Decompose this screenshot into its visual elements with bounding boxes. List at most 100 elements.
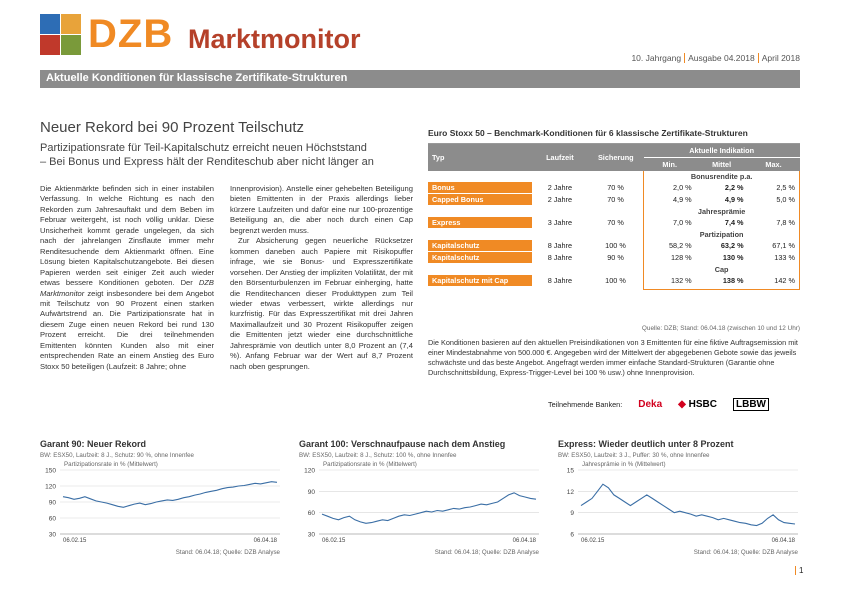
- paragraph: Innenprovision). Anstelle einer gehebelt…: [230, 184, 413, 235]
- cell: 142 %: [747, 275, 800, 287]
- text-column: Die Aktienmärkte befinden sich in einer …: [40, 184, 214, 372]
- text-italic: DZB Marktmonitor: [40, 278, 214, 298]
- chart-title: Garant 100: Verschnaufpause nach dem Ans…: [299, 439, 505, 449]
- section-row: Jahresprämie: [428, 205, 800, 218]
- cell: 70 %: [607, 195, 624, 204]
- cell: 2,0 %: [643, 182, 696, 194]
- cell: 138 %: [722, 276, 744, 286]
- headline: Neuer Rekord bei 90 Prozent Teilschutz: [40, 119, 305, 136]
- text: Die Aktienmärkte befinden sich in einer …: [40, 184, 214, 288]
- row: Capped Bonus 2 Jahre 70 % 4,9 % 4,9 % 5,0 %: [428, 193, 800, 206]
- row: Bonus 2 Jahre 70 % 2,0 % 2,2 % 2,5 %: [428, 182, 800, 194]
- paragraph: Die Aktienmärkte befinden sich in einer …: [40, 184, 214, 372]
- section-label: Partizipation: [643, 228, 800, 240]
- spacer: [428, 287, 644, 290]
- cell: Kapitalschutz: [428, 251, 532, 264]
- header-cell: Mittel: [695, 157, 748, 171]
- cell: 4,9 %: [724, 195, 744, 204]
- cell: Kapitalschutz mit Cap: [428, 275, 532, 287]
- y-tick-label: 120: [304, 468, 315, 475]
- subheadline: Partizipationsrate für Teil-Kapitalschut…: [40, 141, 374, 169]
- axis-label: Jahresprämie in % (Mittelwert): [582, 461, 666, 468]
- cell: 2,5 %: [747, 182, 800, 194]
- x-tick-label: 06.02.15: [322, 538, 346, 544]
- group-header: Aktuelle Indikation: [643, 144, 800, 158]
- chart-title: Express: Wieder deutlich unter 8 Prozent: [558, 439, 733, 449]
- edition-item: April 2018: [757, 53, 800, 63]
- y-tick-label: 30: [49, 532, 57, 539]
- cell: 130 %: [722, 253, 744, 262]
- header-row: Typ Laufzeit Sicherung Aktuelle Indikation: [428, 144, 800, 171]
- cell: 2 Jahre: [547, 183, 573, 193]
- chart-subtitle: BW: ESX50, Laufzeit: 3 J., Puffer: 30 %,…: [558, 452, 710, 459]
- cell: 7,0 %: [643, 217, 696, 229]
- cell: 8 Jahre: [547, 241, 573, 251]
- section-row: Partizipation: [428, 228, 800, 241]
- cell: 100 %: [605, 241, 626, 251]
- x-tick-label: 06.04.18: [513, 538, 537, 544]
- table-wrap: Typ Laufzeit Sicherung Aktuelle Indikation M…: [428, 143, 800, 290]
- x-tick-label: 06.02.15: [63, 538, 87, 544]
- cell: 8 Jahre: [547, 276, 573, 286]
- chart: Garant 90: Neuer Rekord BW: ESX50, Laufze…: [40, 439, 281, 556]
- cell: 7,4 %: [724, 218, 744, 228]
- cell: Kapitalschutz: [428, 240, 532, 252]
- cell: 7,8 %: [747, 217, 800, 229]
- y-tick-label: 15: [567, 468, 575, 475]
- cell: 2,2 %: [724, 183, 744, 193]
- page-number: 1: [795, 566, 803, 575]
- line: [580, 483, 796, 527]
- cell: 2 Jahre: [547, 195, 573, 204]
- bank-logo: LBBW: [732, 398, 769, 411]
- logo-dzb: DZB: [88, 12, 174, 56]
- x-tick-label: 06.04.18: [254, 538, 278, 544]
- spacer: [428, 229, 644, 241]
- subheadline-line: Partizipationsrate für Teil-Kapitalschut…: [40, 142, 367, 154]
- axis-label: Partizipationsrate in % (Mittelwert): [323, 461, 417, 468]
- cell: 67,1 %: [747, 240, 800, 252]
- line: [62, 481, 278, 508]
- chart-source: Stand: 06.04.18; Quelle: DZB Analyse: [694, 549, 799, 556]
- logo-marktmonitor: Marktmonitor: [188, 24, 361, 54]
- y-tick-label: 12: [567, 489, 575, 496]
- section-row: Cap: [428, 263, 800, 275]
- chart-subtitle: BW: ESX50, Laufzeit: 8 J., Schutz: 90 %,…: [40, 452, 195, 459]
- header-cell: Typ: [428, 144, 532, 171]
- edition-item: Ausgabe 04.2018: [684, 53, 755, 63]
- text-column: Innenprovision). Anstelle einer gehebelt…: [230, 184, 413, 372]
- y-tick-label: 90: [49, 500, 57, 507]
- chart-subtitle: BW: ESX50, Laufzeit: 8 J., Schutz: 100 %…: [299, 452, 457, 459]
- cell: Bonus: [428, 182, 532, 194]
- cell: Capped Bonus: [428, 193, 532, 206]
- x-tick-label: 06.02.15: [581, 538, 605, 544]
- section-row: Bonusrendite p.a.: [428, 171, 800, 182]
- y-tick-label: 6: [570, 532, 574, 539]
- chart-source: Stand: 06.04.18; Quelle: DZB Analyse: [435, 549, 540, 556]
- section-label: Jahresprämie: [643, 205, 800, 217]
- x-tick-label: 06.04.18: [772, 538, 796, 544]
- row: Kapitalschutz mit Cap 8 Jahre 100 % 132 % 13…: [428, 275, 800, 287]
- chart: Express: Wieder deutlich unter 8 Prozent…: [558, 439, 799, 556]
- cell: 5,0 %: [747, 193, 800, 206]
- spacer: [643, 286, 800, 290]
- spacer: [428, 206, 644, 218]
- cell: 4,9 %: [643, 193, 696, 206]
- cell: 63,2 %: [720, 241, 744, 251]
- cell: 90 %: [607, 253, 624, 262]
- banks-label: Teilnehmende Banken:: [548, 400, 623, 409]
- y-tick-label: 60: [308, 510, 316, 517]
- subheadline-line: – Bei Bonus und Express hält der Rendite…: [40, 156, 374, 168]
- cell: 58,2 %: [643, 240, 696, 252]
- line: [321, 492, 537, 524]
- cell: 3 Jahre: [547, 218, 573, 228]
- chart-source: Stand: 06.04.18; Quelle: DZB Analyse: [176, 549, 281, 556]
- edition-item: 10. Jahrgang: [631, 53, 682, 63]
- spacer: [428, 171, 644, 182]
- note: Die Konditionen basieren auf den aktuell…: [428, 338, 798, 377]
- table-title: Euro Stoxx 50 – Benchmark-Konditionen fü…: [428, 128, 748, 138]
- cell: 133 %: [747, 251, 800, 264]
- cell: 70 %: [607, 218, 624, 228]
- row: Express 3 Jahre 70 % 7,0 % 7,4 % 7,8 %: [428, 217, 800, 229]
- cell: Express: [428, 217, 532, 229]
